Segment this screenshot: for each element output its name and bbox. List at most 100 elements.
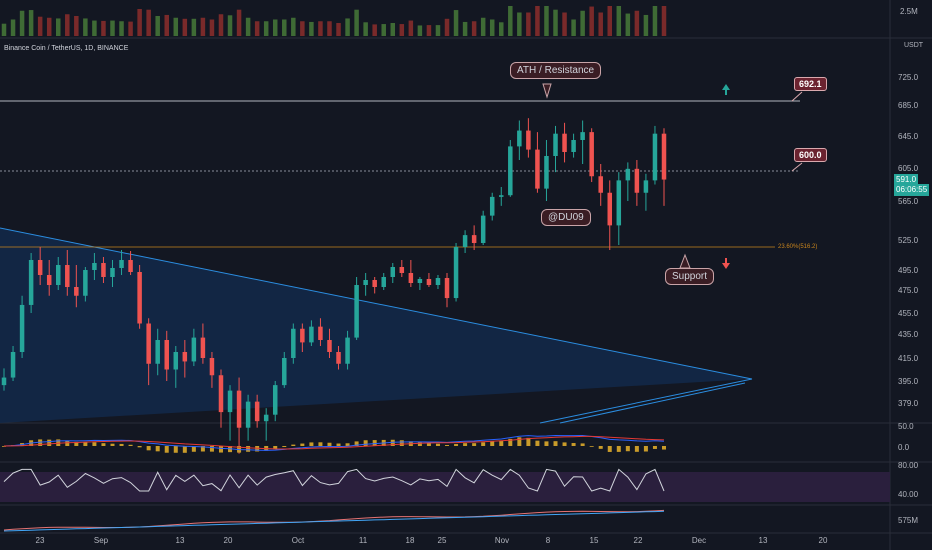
candle[interactable] [55, 257, 61, 290]
candle[interactable] [526, 118, 531, 158]
candle[interactable] [209, 352, 215, 388]
candle[interactable] [417, 277, 423, 290]
candle[interactable] [327, 328, 332, 358]
triangle-upper-line [0, 227, 753, 380]
macd-histogram-bar [291, 444, 296, 446]
volume-bars [1, 6, 667, 37]
candle[interactable] [462, 230, 468, 253]
candle[interactable] [598, 164, 603, 206]
candle[interactable] [37, 247, 43, 285]
candle[interactable] [65, 250, 70, 296]
candle[interactable] [444, 273, 450, 308]
candle[interactable] [263, 408, 269, 441]
candle[interactable] [553, 125, 558, 173]
macd-histogram-bar [445, 445, 450, 446]
candle[interactable] [119, 250, 124, 275]
candle[interactable] [173, 346, 179, 388]
candle[interactable] [589, 128, 594, 183]
candle[interactable] [254, 394, 260, 428]
candle[interactable] [562, 122, 567, 163]
macd-histogram-bar [652, 446, 657, 449]
candle[interactable] [309, 320, 314, 346]
ath-resistance-callout[interactable]: ATH / Resistance [510, 62, 602, 79]
candle[interactable] [83, 267, 88, 302]
candle[interactable] [101, 257, 106, 283]
candle[interactable] [191, 328, 197, 367]
candle[interactable] [408, 260, 414, 287]
candle[interactable] [426, 273, 432, 287]
candle[interactable] [291, 323, 296, 364]
candle[interactable] [435, 275, 441, 289]
candle[interactable] [661, 128, 667, 206]
candle[interactable] [634, 160, 640, 206]
candle[interactable] [137, 265, 142, 329]
candle[interactable] [571, 133, 576, 158]
level-600-tag[interactable]: 600.0 [794, 148, 827, 162]
candle[interactable] [345, 330, 350, 370]
candle[interactable] [155, 328, 160, 376]
volume-bar [408, 20, 414, 36]
candle[interactable] [236, 377, 242, 454]
price-axis-label: 395.0 [898, 377, 919, 386]
candle[interactable] [300, 323, 305, 353]
candle[interactable] [146, 318, 151, 386]
candle[interactable] [1, 368, 7, 391]
candle[interactable] [354, 277, 359, 340]
candle[interactable] [399, 260, 405, 277]
volume-bar [74, 16, 79, 36]
candle[interactable] [499, 186, 504, 206]
macd-histogram-bar [218, 446, 223, 453]
candle[interactable] [489, 192, 495, 221]
candle[interactable] [535, 132, 540, 193]
candle[interactable] [245, 394, 251, 441]
level-692-tag[interactable]: 692.1 [794, 77, 827, 91]
candle[interactable] [336, 346, 341, 370]
candle[interactable] [28, 253, 34, 313]
candle[interactable] [390, 263, 396, 283]
volume-bar [28, 10, 34, 37]
candle[interactable] [110, 260, 115, 287]
candle[interactable] [372, 277, 377, 294]
candle[interactable] [227, 385, 233, 441]
candle[interactable] [643, 173, 649, 211]
candle[interactable] [272, 381, 278, 422]
candle[interactable] [517, 120, 522, 161]
candle[interactable] [625, 162, 631, 201]
candle[interactable] [318, 318, 323, 346]
symbol-title[interactable]: Binance Coin / TetherUS, 1D, BINANCE [4, 45, 129, 52]
candle[interactable] [200, 323, 206, 364]
candle[interactable] [453, 243, 459, 302]
candle[interactable] [164, 330, 169, 381]
candle[interactable] [19, 295, 25, 358]
candle[interactable] [381, 273, 386, 290]
macd-histogram [2, 437, 666, 453]
candle[interactable] [182, 340, 188, 378]
candle[interactable] [46, 260, 52, 296]
date-axis-label: 11 [359, 536, 368, 545]
candle[interactable] [471, 225, 477, 250]
candle[interactable] [652, 125, 658, 185]
macd-histogram-bar [47, 439, 52, 446]
macd-histogram-bar [273, 446, 278, 450]
candle[interactable] [10, 346, 16, 381]
candle[interactable] [544, 140, 549, 201]
arrow-down-icon [722, 258, 730, 269]
author-callout[interactable]: @DU09 [541, 209, 591, 226]
rsi-axis-label-bottom: 40.00 [898, 490, 919, 499]
candle[interactable] [92, 253, 97, 280]
date-axis-label: 18 [406, 536, 415, 545]
candle[interactable] [282, 352, 287, 388]
volume-bar [399, 24, 405, 36]
candle[interactable] [363, 273, 368, 296]
candle[interactable] [508, 140, 513, 197]
candle[interactable] [616, 172, 622, 245]
candle[interactable] [218, 369, 224, 428]
support-callout[interactable]: Support [665, 268, 715, 285]
candle[interactable] [128, 251, 133, 275]
candle[interactable] [74, 265, 79, 308]
macd-histogram-bar [435, 443, 440, 446]
candle[interactable] [480, 210, 486, 245]
candle[interactable] [580, 120, 585, 165]
candle[interactable] [607, 180, 613, 250]
